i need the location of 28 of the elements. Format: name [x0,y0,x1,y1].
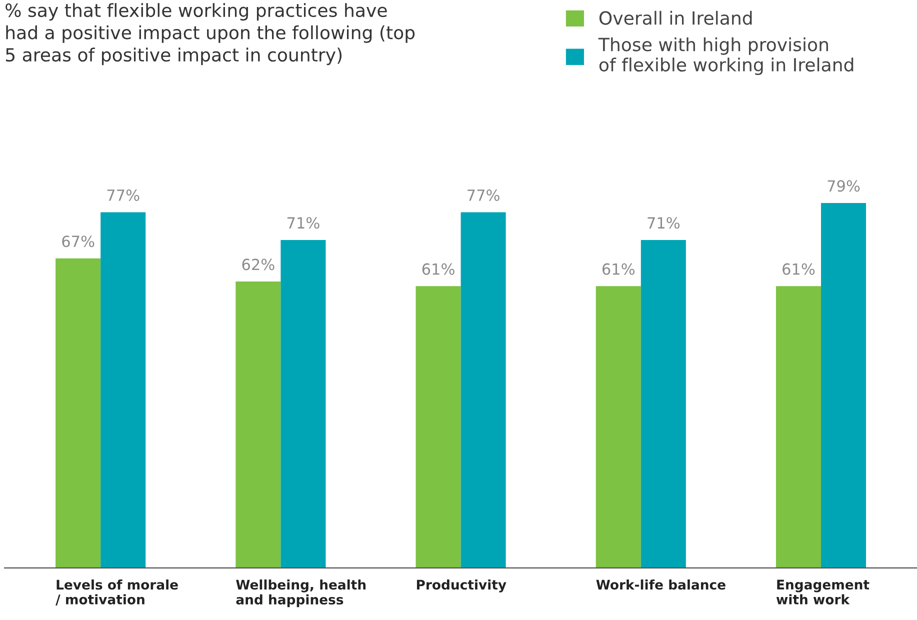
data-label: 67% [62,236,94,248]
data-label: 61% [422,263,454,275]
data-label: 61% [602,263,635,275]
data-label: 71% [287,217,320,229]
x-tick-label: Engagement with work [776,580,870,604]
legend-label: Overall in Ireland [599,10,752,25]
chart-title: % say that flexible working practices have had a positive impact upon the following (top 5 areas of positive impact in country) [6,3,415,66]
bar [460,212,506,568]
bar [596,286,641,568]
bar [280,240,326,568]
data-label: 61% [782,263,815,275]
bar [776,286,822,568]
data-label: 62% [242,258,274,270]
bar [416,286,461,568]
x-tick-label: Levels of morale / motivation [56,579,178,606]
bar [821,203,866,568]
x-tick-label: Wellbeing, health and happiness [236,579,366,608]
legend-label: Those with high provision of flexible working in Ireland [598,37,854,76]
bar [640,240,686,568]
bar [236,282,281,568]
bar [100,212,146,568]
data-label: 77% [468,189,500,201]
data-label: 71% [648,217,680,229]
x-tick-label: Productivity [416,579,506,592]
data-label: 77% [107,189,140,201]
data-label: 79% [828,180,860,192]
x-tick-label: Work-life balance [596,579,726,590]
bar [56,258,101,568]
